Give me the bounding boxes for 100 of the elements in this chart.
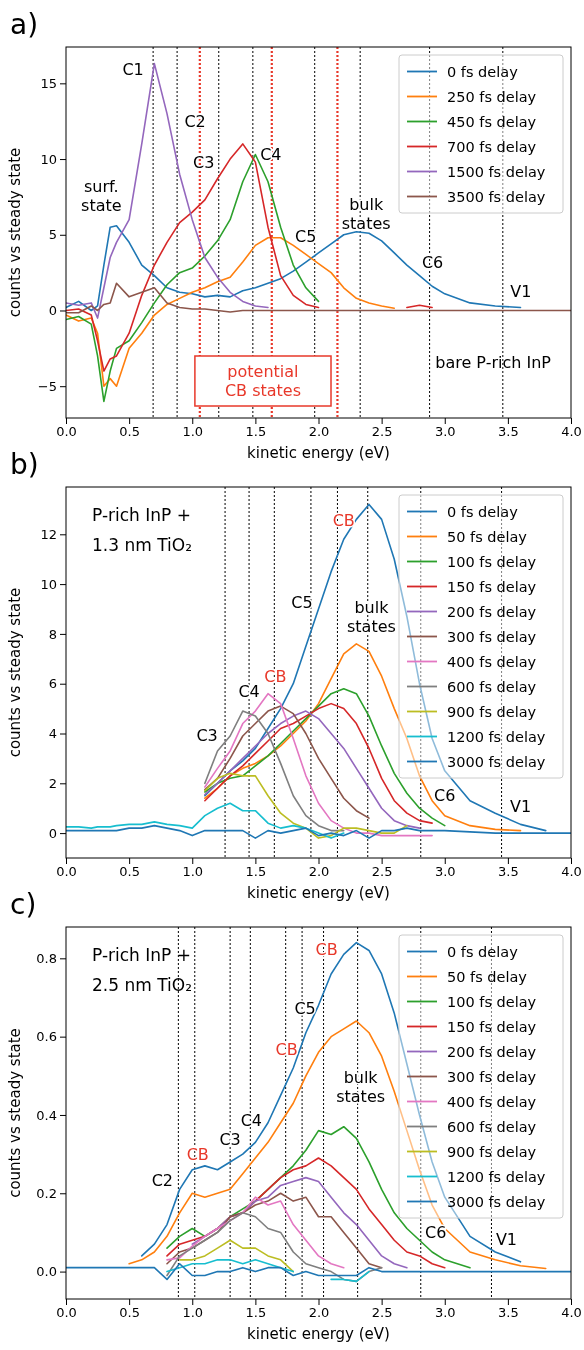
ref-line-label: C3 [219,1129,241,1149]
legend-label: 700 fs delay [447,138,537,155]
chart-title: a) [10,8,39,41]
y-tick-label: 0.4 [36,1107,57,1123]
legend-label: 0 fs delay [447,943,519,960]
legend-label: 100 fs delay [447,993,537,1010]
legend-label: 100 fs delay [447,553,537,570]
x-tick-label: 1.5 [245,1305,267,1321]
chart-title: b) [10,448,39,481]
x-tick-label: 3.5 [498,864,519,880]
y-tick-label: 0.6 [36,1029,57,1045]
x-tick-label: 2.0 [308,1305,330,1321]
annotation: surf. state [81,176,122,215]
x-tick-label: 1.5 [245,864,267,880]
x-tick-label: 4.0 [561,1305,582,1321]
y-tick-label: 8 [48,626,57,642]
x-tick-label: 3.0 [434,424,456,440]
x-tick-label: 4.0 [561,424,582,440]
ref-line-label: C4 [260,145,282,165]
legend-label: 0 fs delay [447,63,519,80]
ref-line-label: V1 [495,1230,518,1250]
legend-label: 300 fs delay [447,1068,537,1085]
legend-label: 300 fs delay [447,628,537,645]
ref-line-label: C5 [291,592,313,612]
y-tick-label: 6 [48,676,57,692]
ref-line-label: CB [264,666,287,686]
ref-line-label: V1 [510,796,532,816]
y-tick-label: 10 [40,151,57,167]
chart-title: c) [10,888,37,921]
legend-label: 900 fs delay [447,703,537,720]
y-tick-label: −5 [37,378,57,394]
legend-label: 3000 fs delay [447,753,546,770]
x-tick-label: 0.5 [119,1305,140,1321]
legend-label: 600 fs delay [447,678,537,695]
ref-line-label: CB [275,1040,298,1060]
y-tick-label: 15 [40,76,57,91]
legend-label: 50 fs delay [447,968,528,985]
ref-line-label: C2 [151,1170,174,1190]
y-tick-label: 4 [48,726,57,742]
x-tick-label: 0.5 [119,864,140,880]
y-tick-label: 12 [40,526,57,542]
ref-line-label: CB [186,1144,209,1164]
x-tick-label: 1.0 [182,864,204,880]
ref-line-label: C2 [184,111,206,131]
ref-line-label: C6 [434,785,456,805]
legend-label: 3500 fs delay [447,188,546,205]
text: P-rich InP + 2.5 nm TiO₂ [92,945,192,995]
ref-line-label: CB [315,939,338,959]
y-tick-label: 5 [48,227,57,243]
x-tick-label: 2.5 [371,1305,393,1321]
y-axis-title: counts vs steady state [6,1028,24,1198]
legend-label: 1200 fs delay [447,1168,546,1185]
x-tick-label: 0.5 [119,424,140,440]
ref-line-label: C6 [425,1222,447,1242]
x-tick-label: 3.5 [498,1305,519,1321]
x-tick-label: 1.0 [182,1305,204,1321]
legend-label: 3000 fs delay [447,1193,546,1210]
ref-line-label: C3 [193,152,215,172]
legend-label: 1200 fs delay [447,728,546,745]
x-tick-label: 3.0 [434,864,456,880]
x-tick-label: 2.5 [371,864,393,880]
ref-line-label: bulk states [347,597,396,636]
ref-line-label: bulk states [341,195,391,234]
legend-label: 1500 fs delay [447,163,546,180]
y-axis-title: counts vs steady state [6,587,24,758]
y-tick-label: 0.8 [36,950,57,966]
y-tick-label: 0 [48,825,57,841]
legend-label: 0 fs delay [447,503,519,520]
y-tick-label: 0.2 [36,1185,57,1201]
legend-label: 400 fs delay [447,1093,537,1110]
text: P-rich InP + 1.3 nm TiO₂ [92,505,192,555]
ref-line-label: C1 [122,59,144,79]
y-tick-label: 10 [40,576,57,592]
ref-line-label: V1 [510,282,532,302]
legend-label: 250 fs delay [447,88,537,105]
legend-label: 600 fs delay [447,1118,537,1135]
ref-line-label: bulk states [336,1068,386,1107]
x-tick-label: 3.0 [434,1305,456,1321]
ref-line-label: C4 [238,681,260,701]
x-tick-label: 2.0 [308,864,330,880]
y-axis-title: counts vs steady state [6,147,24,318]
legend-label: 150 fs delay [447,1018,537,1035]
ref-line-label: C5 [295,226,317,246]
ref-line-label: C5 [294,999,316,1019]
x-tick-label: 4.0 [561,864,582,880]
x-axis-title: kinetic energy (eV) [247,444,390,462]
x-tick-label: 2.5 [371,424,393,440]
legend-label: 400 fs delay [447,653,537,670]
legend-label: 900 fs delay [447,1143,537,1160]
ref-line-label: C4 [240,1111,262,1131]
y-tick-label: 0.0 [36,1264,57,1280]
ref-line-label: CB [332,510,355,530]
x-axis-title: kinetic energy (eV) [247,1325,390,1343]
x-tick-label: 1.0 [182,424,204,440]
x-tick-label: 2.0 [308,424,330,440]
y-tick-label: 0 [48,303,57,319]
legend-label: 150 fs delay [447,578,537,595]
legend-label: 200 fs delay [447,1043,537,1060]
ref-line-label: C3 [196,726,218,746]
y-tick-label: 2 [48,775,57,791]
